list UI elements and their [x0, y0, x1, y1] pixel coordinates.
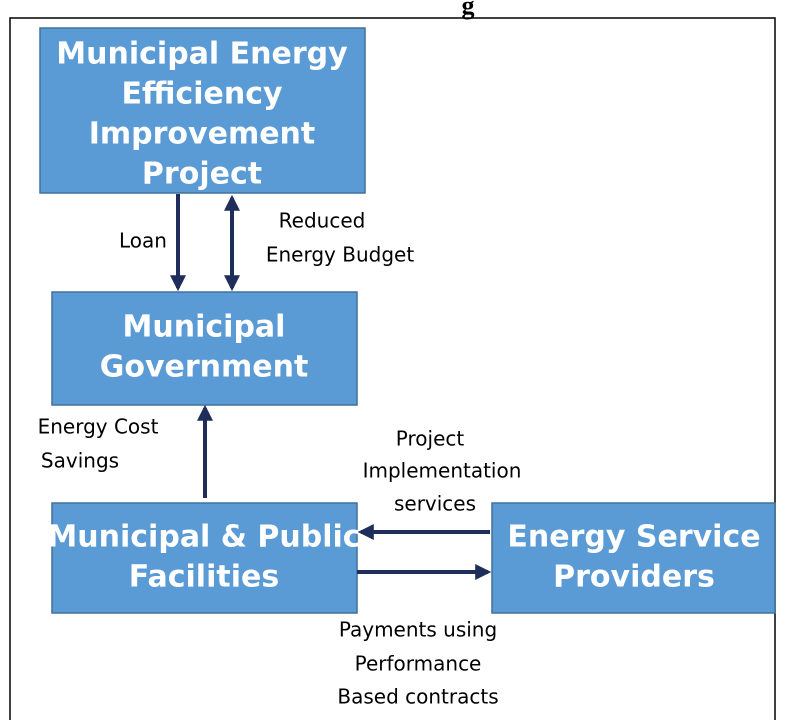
node-label: Government — [100, 350, 309, 385]
node-box — [39, 27, 366, 194]
edge-label: Performance — [355, 652, 482, 676]
edge-label: services — [394, 492, 476, 516]
node-label: Project — [142, 157, 262, 192]
node-label: Municipal Energy — [56, 37, 348, 72]
node-label: Energy Service — [507, 520, 760, 555]
node-label: Facilities — [129, 560, 279, 595]
node-label: Providers — [553, 560, 715, 595]
node-box — [51, 502, 358, 614]
edge-label: Energy Cost — [38, 415, 159, 439]
edge-label: Energy Budget — [266, 243, 414, 267]
edge-label: Project — [396, 427, 465, 451]
edge-label: Payments using — [339, 618, 497, 642]
edge-label: Reduced — [279, 209, 366, 233]
node-box — [51, 291, 358, 406]
edge-label: Implementation — [363, 459, 522, 483]
node-label: Municipal & Public — [47, 520, 360, 555]
node-box — [491, 502, 776, 614]
edge-label: Based contracts — [337, 685, 498, 709]
node-label: Municipal — [123, 310, 286, 345]
node-label: Improvement — [89, 117, 316, 152]
edge-label: Savings — [41, 449, 119, 473]
edge-label: Loan — [119, 229, 167, 253]
node-label: Efficiency — [121, 77, 283, 112]
frame — [9, 17, 776, 720]
title: g — [462, 0, 475, 20]
